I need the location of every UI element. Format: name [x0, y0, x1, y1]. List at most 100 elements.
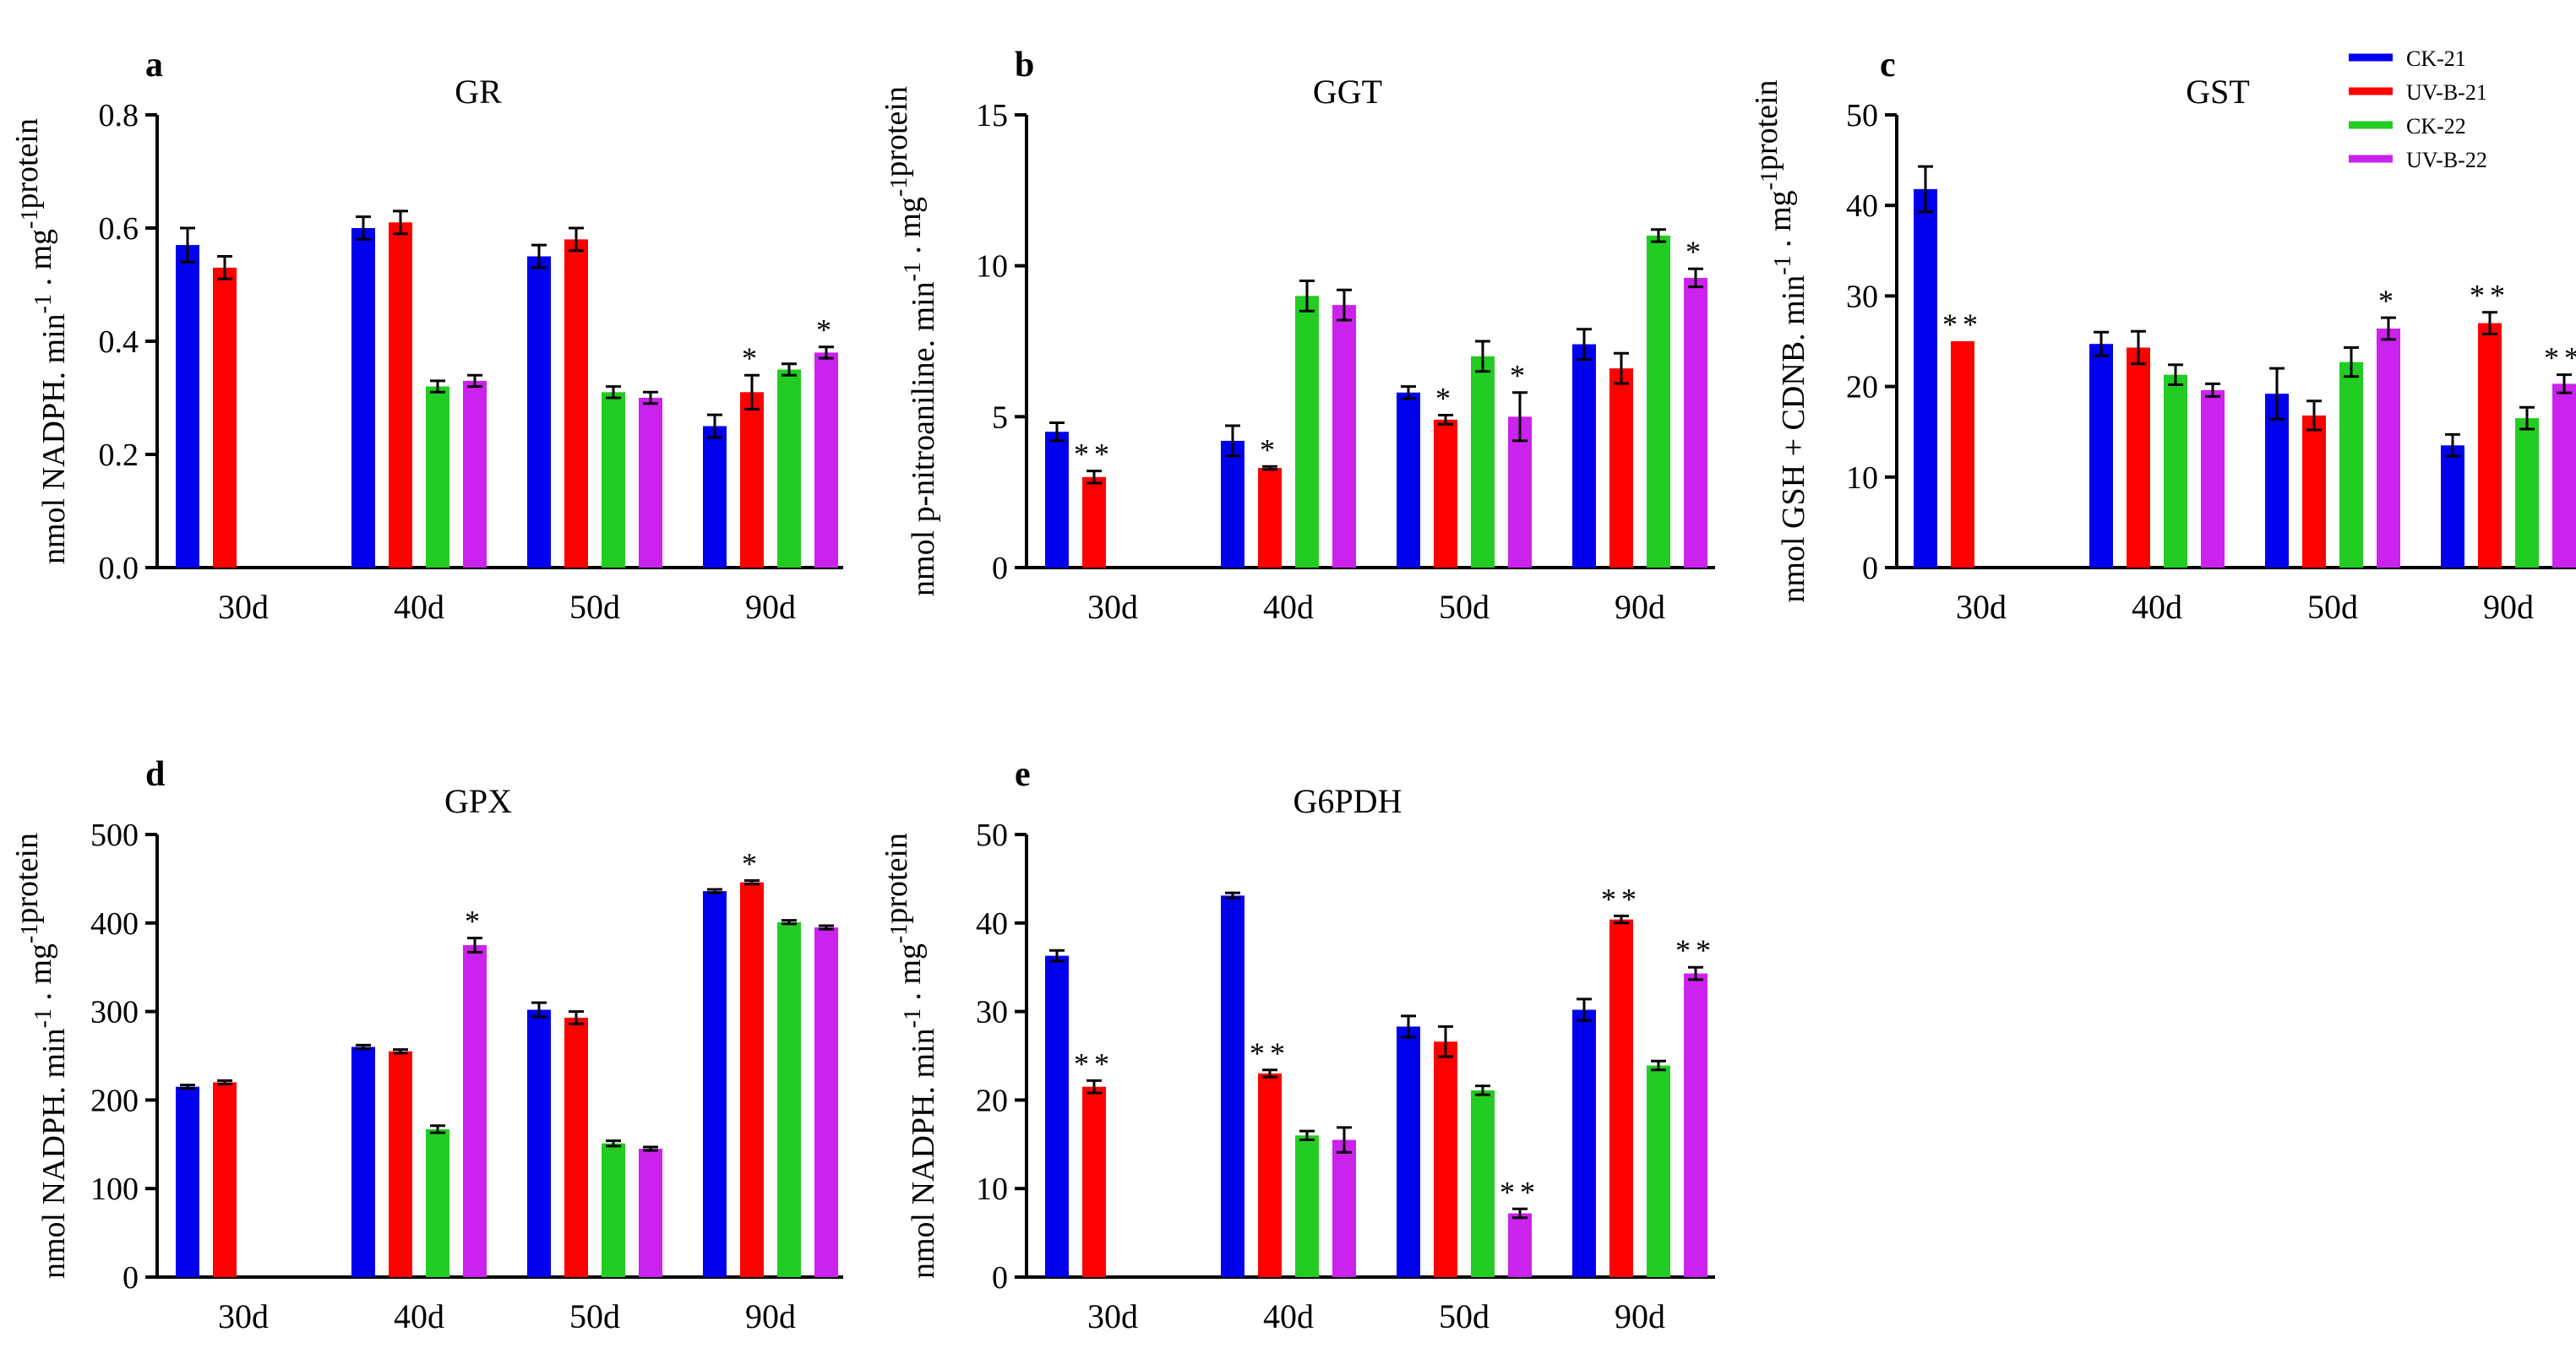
chart-panel-c: c GST 0 10 20 30 40 50 nmol GSH + CDNB. min-1 . …: [1749, 46, 2576, 626]
legend-label-uv-b-22: UV-B-22: [2406, 148, 2487, 172]
bar-ck-21-50d: [527, 1009, 551, 1277]
bar-uv-b-21-40d: [2127, 347, 2150, 568]
significance-marker: *: [2378, 284, 2399, 318]
chart-title: GST: [2186, 73, 2250, 111]
y-tick-label: 10: [976, 249, 1008, 285]
y-tick-label: 5: [992, 400, 1008, 435]
chart-title: GR: [455, 73, 502, 111]
bar-uv-b-22-40d: [463, 380, 487, 568]
bar-uv-b-22-50d: [639, 398, 662, 568]
x-tick-label: 40d: [1263, 1297, 1314, 1335]
bar-ck-21-40d: [351, 228, 375, 568]
significance-marker: **: [1074, 438, 1114, 471]
bar-uv-b-22-50d: [639, 1149, 662, 1277]
panel-letter: d: [145, 755, 165, 794]
bar-uv-b-22-90d: [2552, 383, 2576, 568]
y-tick-label: 200: [90, 1083, 139, 1118]
y-tick-label: 0: [992, 1260, 1008, 1296]
significance-marker: *: [1510, 359, 1530, 393]
bar-ck-21-40d: [1221, 440, 1244, 568]
bar-ck-21-30d: [1045, 955, 1069, 1277]
bar-uv-b-21-30d: [1082, 476, 1106, 568]
bar-ck-21-30d: [1045, 432, 1069, 568]
panel-letter: a: [145, 46, 163, 84]
x-tick-label: 40d: [1263, 588, 1314, 626]
y-tick-label: 0.4: [99, 324, 139, 360]
bar-ck-21-90d: [703, 426, 727, 568]
legend-label-ck-22: CK-22: [2406, 114, 2466, 139]
legend: CK-21 UV-B-21 CK-22 UV-B-22: [2349, 46, 2487, 172]
x-tick-label: 30d: [218, 588, 269, 626]
y-axis-label: nmol GSH + CDNB. min-1 . mg-1protein: [1749, 79, 1811, 602]
bar-ck-21-90d: [2441, 445, 2464, 568]
bar-ck-21-50d: [1397, 392, 1420, 568]
y-tick-label: 10: [976, 1171, 1008, 1207]
bar-ck-22-90d: [1647, 1065, 1670, 1277]
bar-ck-22-90d: [1647, 235, 1670, 568]
y-tick-label: 40: [976, 906, 1008, 942]
significance-marker: *: [465, 905, 485, 938]
bar-uv-b-21-40d: [1258, 468, 1282, 568]
x-tick-label: 30d: [218, 1297, 269, 1335]
significance-marker: *: [1686, 235, 1706, 269]
bar-ck-21-40d: [351, 1046, 375, 1277]
bar-uv-b-22-50d: [1508, 1213, 1532, 1277]
x-tick-label: 50d: [1439, 1297, 1490, 1335]
legend-label-uv-b-21: UV-B-21: [2406, 80, 2487, 105]
bar-ck-22-40d: [426, 1128, 449, 1277]
bar-uv-b-22-40d: [463, 945, 487, 1277]
bar-ck-22-90d: [777, 369, 801, 568]
bar-uv-b-21-40d: [1258, 1073, 1282, 1277]
x-tick-label: 90d: [745, 1297, 796, 1335]
bar-uv-b-21-90d: [2478, 323, 2502, 568]
y-tick-label: 0.8: [99, 98, 139, 133]
y-tick-label: 0: [1862, 551, 1878, 586]
x-tick-label: 50d: [569, 1297, 620, 1335]
x-tick-label: 30d: [1087, 1297, 1138, 1335]
bar-uv-b-21-30d: [1082, 1086, 1106, 1277]
significance-marker: **: [1942, 307, 1983, 341]
chart-title: GPX: [444, 782, 512, 820]
panel-letter: b: [1015, 46, 1034, 84]
y-tick-label: 10: [1846, 460, 1878, 496]
x-tick-label: 40d: [394, 1297, 444, 1335]
bar-uv-b-22-40d: [2201, 389, 2225, 568]
x-tick-label: 30d: [1956, 588, 2007, 626]
bar-uv-b-21-50d: [1434, 419, 1457, 568]
bar-ck-22-50d: [2339, 361, 2363, 568]
bar-ck-21-30d: [1914, 188, 1937, 568]
bar-uv-b-22-90d: [1684, 973, 1707, 1277]
bar-ck-22-40d: [426, 386, 449, 568]
bar-ck-22-50d: [1471, 1090, 1495, 1277]
bar-uv-b-21-90d: [740, 882, 764, 1277]
bar-uv-b-21-40d: [389, 1051, 412, 1277]
bar-uv-b-21-30d: [213, 1082, 237, 1277]
y-tick-label: 0: [992, 551, 1008, 586]
significance-marker: *: [742, 846, 762, 880]
bar-ck-21-50d: [527, 256, 551, 568]
bar-uv-b-22-90d: [1684, 277, 1707, 568]
significance-marker: **: [1250, 1036, 1290, 1070]
bar-uv-b-21-50d: [2302, 415, 2326, 568]
bar-uv-b-21-30d: [213, 267, 237, 568]
x-tick-label: 40d: [2132, 588, 2182, 626]
x-tick-label: 40d: [394, 588, 444, 626]
y-tick-label: 0: [123, 1260, 139, 1296]
bar-uv-b-21-90d: [1609, 919, 1633, 1277]
y-axis-label: nmol p-nitroaniline. min-1 . mg-1protein: [879, 86, 941, 596]
y-tick-label: 500: [90, 818, 139, 853]
bar-ck-22-50d: [1471, 356, 1495, 568]
significance-marker: **: [2470, 279, 2510, 313]
y-tick-label: 100: [90, 1171, 139, 1207]
y-tick-label: 300: [90, 995, 139, 1030]
bar-ck-22-40d: [2164, 374, 2187, 568]
bar-ck-22-40d: [1295, 296, 1319, 568]
significance-marker: **: [2544, 341, 2576, 375]
panel-letter: e: [1015, 755, 1031, 794]
y-axis-label: nmol NADPH. min-1 . mg-1protein: [9, 833, 72, 1279]
significance-marker: **: [1601, 882, 1642, 916]
x-tick-label: 50d: [1439, 588, 1490, 626]
y-tick-label: 30: [1846, 279, 1878, 314]
significance-marker: *: [1260, 432, 1280, 466]
